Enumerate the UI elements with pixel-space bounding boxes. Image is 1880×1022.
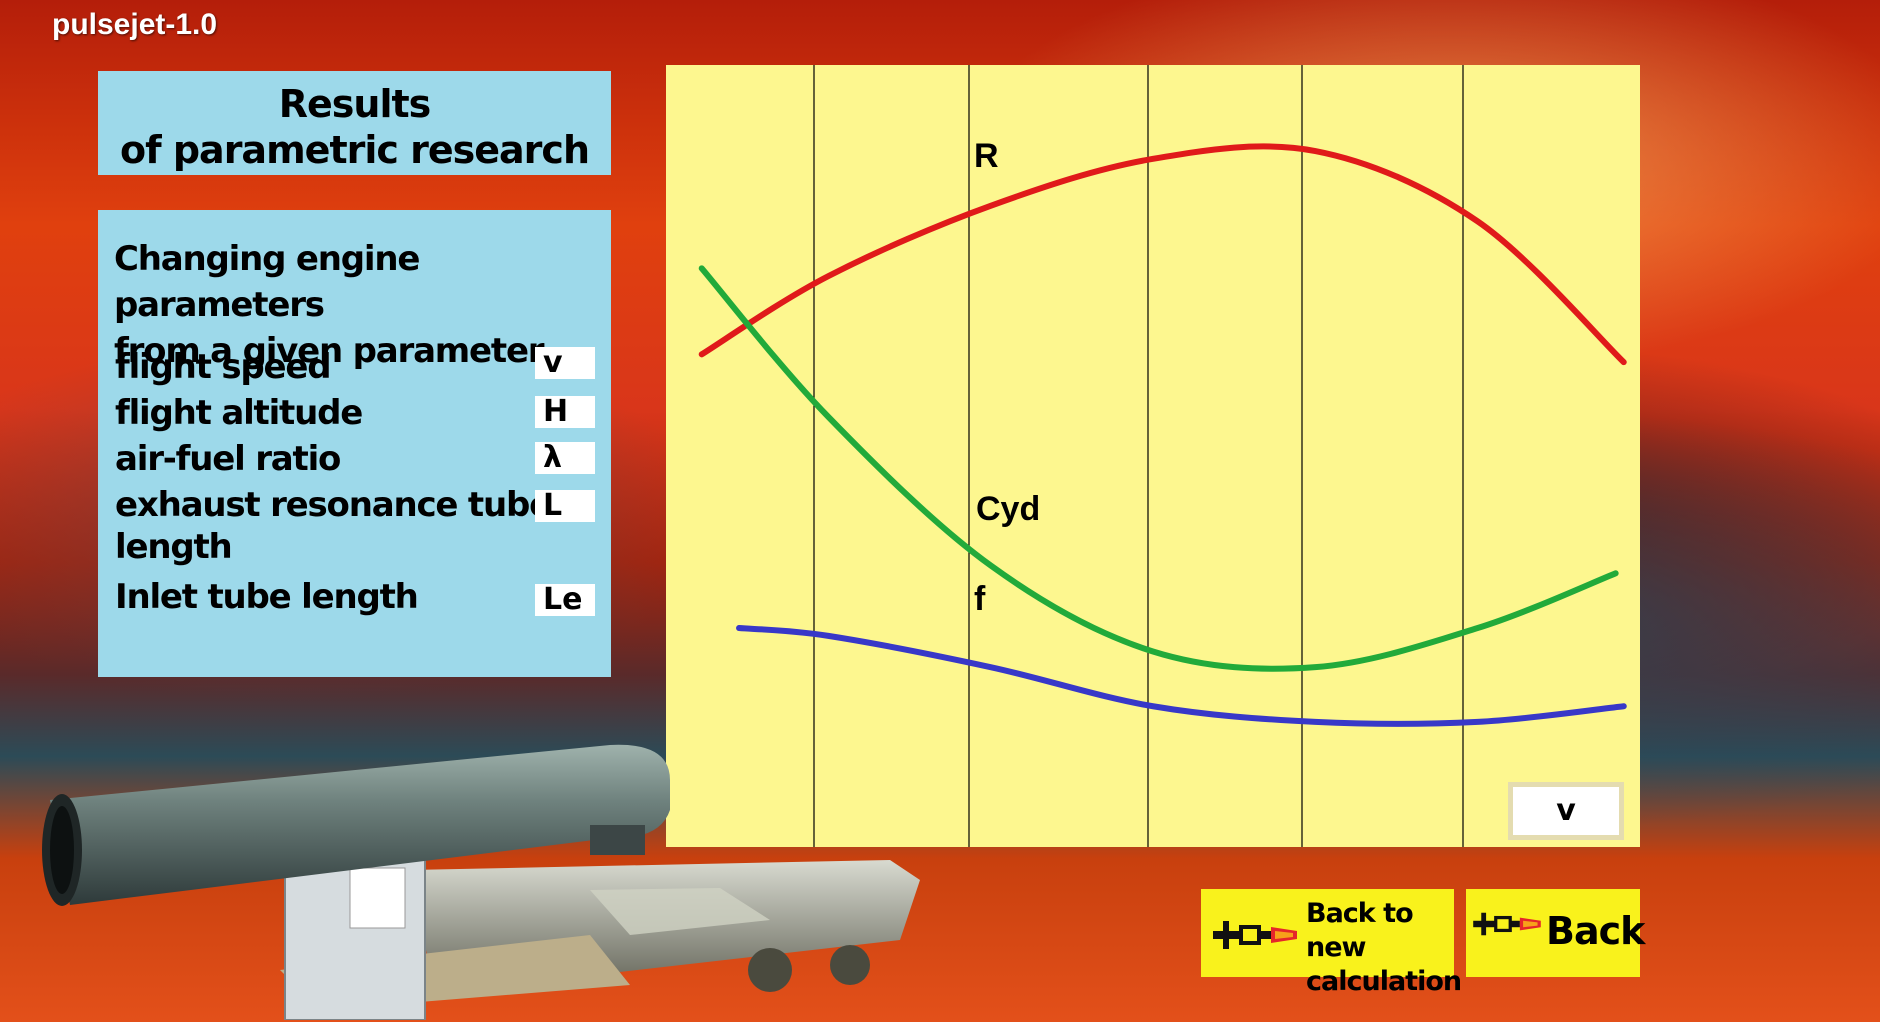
chart-series [698, 143, 1627, 727]
param-label-exhaust-line2: length [115, 527, 233, 567]
param-button-lambda[interactable]: λ [535, 442, 595, 474]
back-to-new-calculation-button[interactable]: Back to new calculation [1201, 889, 1462, 997]
back-button[interactable]: Back [1466, 889, 1645, 977]
chart-canvas: R Cyd f [698, 65, 1627, 847]
param-label-flight-altitude: flight altitude [115, 393, 363, 433]
pulsejet-rocket-icon [1473, 912, 1541, 936]
parameters-panel: Changing engine parameters from a given … [98, 210, 611, 677]
new-calculation-line1: Back to new [1306, 898, 1414, 963]
series-label-cyd: Cyd [976, 490, 1040, 528]
intro-line1: Changing engine parameters [114, 239, 420, 325]
new-calculation-label: Back to new calculation [1306, 897, 1462, 999]
param-label-air-fuel-ratio: air-fuel ratio [115, 439, 341, 479]
param-label-exhaust-tube-length: exhaust resonance tube length [115, 484, 552, 568]
parameters-intro: Changing engine parameters from a given … [114, 236, 611, 374]
param-button-h[interactable]: H [535, 396, 595, 428]
results-chart: R Cyd f [666, 65, 1640, 847]
pulsejet-rocket-icon [1213, 921, 1297, 949]
chart-grid [813, 65, 1464, 847]
param-label-exhaust-line1: exhaust resonance tube [115, 485, 552, 525]
series-line-f [736, 625, 1627, 727]
x-axis-parameter-button[interactable]: v [1508, 782, 1624, 840]
results-title-line2: of parametric research [119, 128, 590, 172]
series-line-r [698, 143, 1627, 366]
app-title: pulsejet-1.0 [52, 8, 218, 41]
intro-line2: from a given parameter [114, 331, 545, 371]
results-title-panel: Results of parametric research [98, 71, 611, 175]
pulsejet-engine-image [42, 744, 920, 1020]
param-label-flight-speed: flight speed [115, 347, 332, 387]
new-calculation-line2: calculation [1306, 966, 1462, 997]
series-label-f: f [974, 580, 986, 618]
param-label-inlet-tube-length: Inlet tube length [115, 577, 419, 617]
series-label-r: R [974, 137, 999, 175]
results-title-line1: Results [278, 82, 432, 126]
series-line-cyd [698, 265, 1619, 672]
param-button-v[interactable]: v [535, 347, 595, 379]
param-button-le[interactable]: Le [535, 584, 595, 616]
back-label: Back [1546, 909, 1645, 953]
param-button-l[interactable]: L [535, 490, 595, 522]
